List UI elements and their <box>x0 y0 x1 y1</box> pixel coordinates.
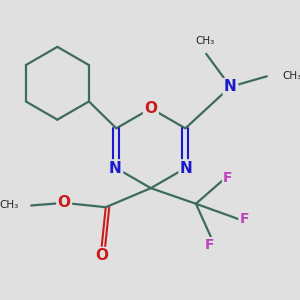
Text: O: O <box>58 195 71 210</box>
Text: O: O <box>95 248 108 263</box>
Text: N: N <box>109 161 122 176</box>
Text: F: F <box>223 171 233 185</box>
Text: F: F <box>205 238 214 252</box>
Text: N: N <box>224 79 237 94</box>
Text: CH₃: CH₃ <box>0 200 19 211</box>
Text: CH₃: CH₃ <box>283 71 300 81</box>
Text: CH₃: CH₃ <box>196 36 215 46</box>
Text: N: N <box>180 161 193 176</box>
Text: O: O <box>144 101 157 116</box>
Text: F: F <box>240 212 249 226</box>
